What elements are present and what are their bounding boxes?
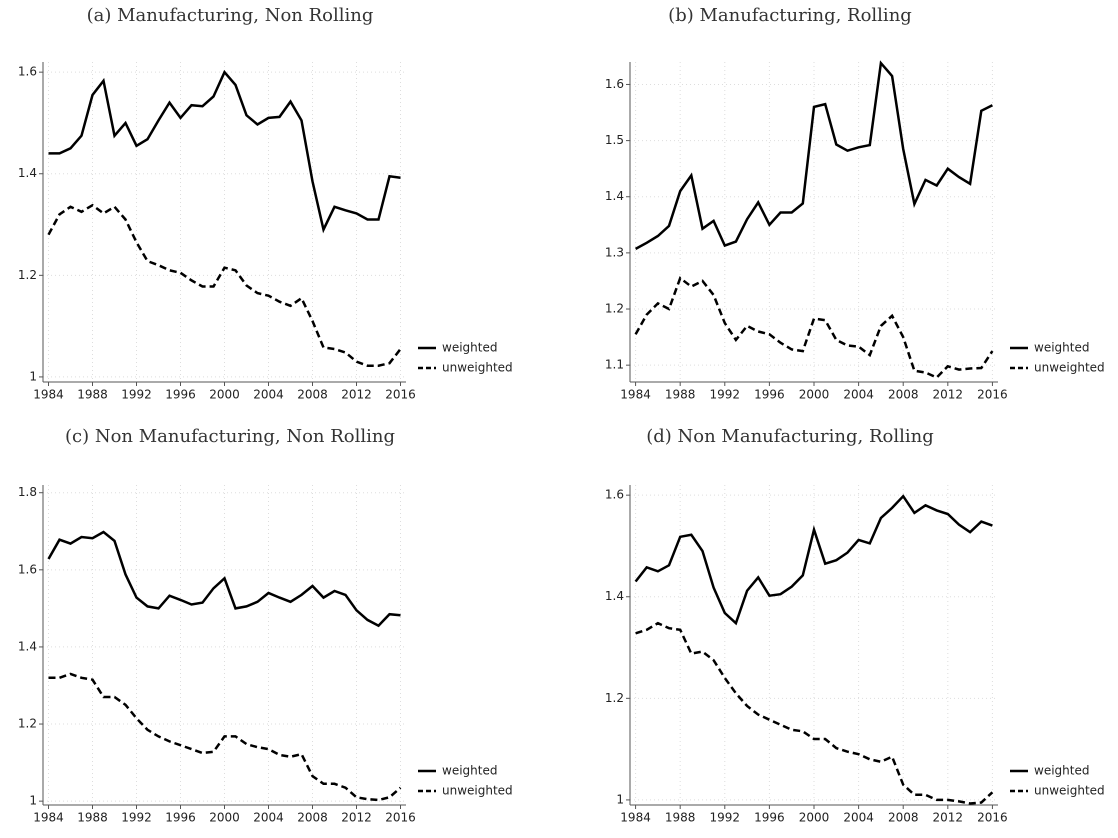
y-tick-label: 1.6 — [605, 77, 624, 91]
x-tick-label: 1988 — [77, 811, 108, 825]
x-tick-label: 1996 — [165, 388, 196, 402]
legend-label: unweighted — [442, 784, 513, 798]
x-tick-label: 2008 — [888, 388, 919, 402]
y-tick-label: 1.2 — [18, 268, 37, 282]
x-tick-label: 2008 — [297, 388, 328, 402]
legend-label: weighted — [1034, 341, 1089, 355]
series-line — [48, 672, 402, 802]
x-tick-label: 1992 — [710, 811, 741, 825]
x-tick-label: 2004 — [253, 811, 284, 825]
series-line — [48, 69, 401, 234]
x-tick-label: 1988 — [77, 388, 108, 402]
x-tick-label: 2012 — [933, 388, 964, 402]
chart-title: (d) Non Manufacturing, Rolling — [646, 426, 934, 447]
y-tick-label: 1.2 — [18, 717, 37, 731]
x-tick-label: 2016 — [977, 388, 1008, 402]
x-tick-label: 2016 — [977, 811, 1008, 825]
x-tick-label: 2012 — [341, 388, 372, 402]
chart-title: (c) Non Manufacturing, Non Rolling — [65, 426, 395, 447]
legend-label: unweighted — [1034, 784, 1105, 798]
x-tick-label: 1984 — [33, 388, 64, 402]
series-line — [634, 276, 994, 379]
x-tick-label: 2016 — [385, 811, 416, 825]
chart-title: (b) Manufacturing, Rolling — [668, 5, 912, 26]
x-tick-label: 2004 — [843, 811, 874, 825]
x-tick-label: 2000 — [799, 811, 830, 825]
x-tick-label: 1984 — [620, 388, 651, 402]
series-line — [634, 60, 993, 250]
series-line — [635, 621, 994, 805]
x-tick-label: 2004 — [843, 388, 874, 402]
x-tick-label: 2012 — [341, 811, 372, 825]
x-tick-label: 1988 — [665, 388, 696, 402]
x-tick-label: 2000 — [209, 388, 240, 402]
y-tick-label: 1.3 — [605, 245, 624, 259]
x-tick-label: 2012 — [933, 811, 964, 825]
legend-label: weighted — [442, 341, 497, 355]
legend-label: weighted — [442, 764, 497, 778]
x-tick-label: 1996 — [754, 811, 785, 825]
y-tick-label: 1.4 — [605, 189, 624, 203]
x-tick-label: 2000 — [209, 811, 240, 825]
y-tick-label: 1.6 — [18, 562, 37, 576]
x-tick-label: 1984 — [620, 811, 651, 825]
x-tick-label: 1992 — [710, 388, 741, 402]
y-tick-label: 1.4 — [18, 166, 37, 180]
x-tick-label: 2016 — [385, 388, 416, 402]
y-tick-label: 1.4 — [605, 589, 624, 603]
y-tick-label: 1 — [616, 792, 624, 806]
y-tick-label: 1.1 — [605, 358, 624, 372]
y-tick-label: 1 — [29, 369, 37, 383]
y-tick-label: 1.2 — [605, 691, 624, 705]
legend-label: unweighted — [1034, 361, 1105, 375]
x-tick-label: 2008 — [297, 811, 328, 825]
legend-label: weighted — [1034, 764, 1089, 778]
x-tick-label: 1996 — [754, 388, 785, 402]
x-tick-label: 1988 — [665, 811, 696, 825]
x-tick-label: 2000 — [799, 388, 830, 402]
y-tick-label: 1.4 — [18, 639, 37, 653]
y-tick-label: 1.6 — [18, 65, 37, 79]
legend-label: unweighted — [442, 361, 513, 375]
series-line — [47, 203, 402, 367]
x-tick-label: 1992 — [121, 811, 152, 825]
y-tick-label: 1.2 — [605, 302, 624, 316]
y-tick-label: 1 — [29, 794, 37, 808]
y-tick-label: 1.8 — [18, 485, 37, 499]
x-tick-label: 2008 — [888, 811, 919, 825]
y-tick-label: 1.5 — [605, 133, 624, 147]
x-tick-label: 2004 — [253, 388, 284, 402]
chart-title: (a) Manufacturing, Non Rolling — [87, 5, 374, 26]
y-tick-label: 1.6 — [605, 488, 624, 502]
series-line — [47, 530, 401, 628]
series-line — [634, 494, 993, 626]
x-tick-label: 1992 — [121, 388, 152, 402]
x-tick-label: 1996 — [165, 811, 196, 825]
x-tick-label: 1984 — [33, 811, 64, 825]
